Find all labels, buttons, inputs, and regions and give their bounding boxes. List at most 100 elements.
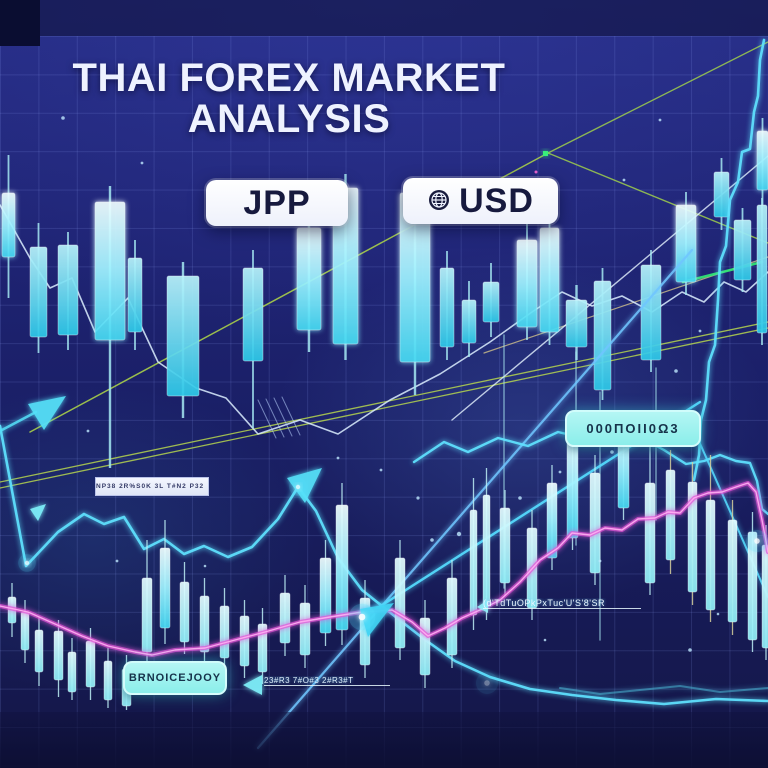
- candlestick: [727, 519, 738, 623]
- title-line-2: ANALYSIS: [187, 96, 391, 141]
- candlestick: [141, 577, 153, 653]
- bottom-badge-label: BRNOICEJOOY: [128, 672, 222, 684]
- glow-burst-core: [754, 538, 760, 544]
- candlestick: [57, 244, 79, 336]
- candlestick: [499, 507, 511, 584]
- sparkle-dot: [336, 456, 340, 460]
- candlestick: [482, 494, 491, 606]
- bottom-dark-band: [0, 712, 768, 768]
- candlestick: [279, 592, 291, 644]
- candlestick: [419, 617, 431, 676]
- candlestick: [166, 275, 200, 397]
- candlestick: [705, 499, 716, 611]
- candlestick: [546, 482, 558, 559]
- page-title: THAI FOREX MARKET ANALYSIS: [34, 58, 544, 140]
- hatch-line: [273, 397, 293, 437]
- sparkle-dot: [140, 161, 144, 165]
- candlestick: [199, 595, 210, 653]
- candlestick: [299, 602, 311, 656]
- sparkle-dot: [456, 531, 462, 537]
- hatch-line: [281, 396, 301, 436]
- candlestick: [589, 472, 601, 574]
- left-arrow-icon: [243, 675, 262, 695]
- sparkle-dot: [688, 648, 692, 652]
- sparkle-dot: [203, 564, 207, 568]
- sparkle-dot: [379, 468, 383, 472]
- sparkle-dot: [698, 329, 702, 333]
- candlestick: [1, 192, 16, 258]
- candlestick: [257, 623, 268, 673]
- candlestick: [733, 219, 752, 281]
- sparkle-dot: [543, 638, 547, 642]
- glow-burst-core: [484, 680, 490, 686]
- candlestick: [242, 267, 264, 362]
- trend-line-green-pair: [0, 321, 768, 483]
- candlestick: [593, 280, 612, 391]
- sparkle-dot: [416, 496, 420, 500]
- candlestick: [644, 482, 656, 584]
- noise-label-strip: NP38 2R%S0K 3L T#N2 P32: [95, 477, 209, 496]
- globe-icon: [427, 182, 451, 221]
- candlestick: [665, 469, 676, 561]
- candlestick: [394, 557, 406, 649]
- candlestick: [127, 257, 143, 333]
- code-badge: 000ΠOII0Ω3: [565, 410, 701, 447]
- candlestick: [565, 299, 588, 348]
- sparkle-dot: [658, 118, 662, 122]
- candlestick: [319, 557, 332, 634]
- glow-burst-core: [295, 484, 301, 490]
- green-node-marker: [543, 151, 548, 156]
- candlestick: [34, 629, 44, 673]
- sparkle-dot: [558, 470, 562, 474]
- candlestick: [20, 611, 30, 651]
- candlestick: [179, 581, 190, 643]
- glow-diagonal-line: [256, 248, 694, 750]
- currency-badge-usd: USD: [403, 178, 558, 224]
- candlestick: [761, 544, 768, 649]
- up-arrow-icon: [28, 396, 66, 430]
- candlestick: [219, 605, 230, 659]
- candlestick: [103, 660, 113, 701]
- candlestick: [159, 547, 171, 629]
- ma-pink-line-core: [0, 482, 768, 656]
- glow-rise-line: [692, 38, 766, 482]
- candlestick: [439, 267, 455, 348]
- candlestick: [687, 481, 698, 593]
- wedge-line-bottom: [547, 152, 768, 244]
- left-arrow-icon-tiny: [477, 600, 488, 613]
- sparkle-dot: [716, 612, 720, 616]
- arrow-tail-line: [0, 410, 38, 433]
- candlestick: [566, 437, 579, 539]
- currency-badge-jpp: JPP: [206, 180, 348, 226]
- currency-badge-jpp-label: JPP: [243, 183, 311, 222]
- sparkle-dot: [622, 178, 626, 182]
- candlestick: [67, 651, 77, 693]
- sparkle-dot: [518, 496, 522, 500]
- candlestick: [675, 204, 697, 283]
- candlestick: [296, 227, 322, 331]
- title-line-1: THAI FOREX MARKET: [72, 56, 506, 100]
- hatch-line: [265, 398, 285, 438]
- arrow-annotation: 23#R3 7#O#3 2#R3#T: [264, 676, 390, 686]
- sparkle-dot: [61, 116, 65, 120]
- underlined-annotation: (d'TdTuOPkPxTuc'U'S'8'SR: [483, 598, 641, 609]
- sparkle-dot: [598, 559, 602, 563]
- candlestick: [94, 201, 126, 341]
- code-badge-label: 000ΠOII0Ω3: [586, 421, 680, 436]
- candlestick: [469, 509, 478, 616]
- candlestick: [239, 615, 250, 667]
- sparkle-dot: [674, 369, 678, 373]
- up-arrow-icon-small: [30, 504, 46, 521]
- candlestick: [85, 640, 96, 688]
- candlestick: [516, 239, 538, 328]
- top-dark-band: [0, 0, 768, 36]
- sparkle-dot: [115, 559, 119, 563]
- candlestick: [482, 281, 500, 323]
- candlestick: [756, 204, 768, 334]
- bottom-badge: BRNOICEJOOY: [123, 661, 227, 695]
- glow-burst-core: [358, 613, 366, 621]
- candlestick: [713, 171, 730, 218]
- sparkle-dot: [86, 429, 90, 433]
- candlestick: [640, 264, 662, 361]
